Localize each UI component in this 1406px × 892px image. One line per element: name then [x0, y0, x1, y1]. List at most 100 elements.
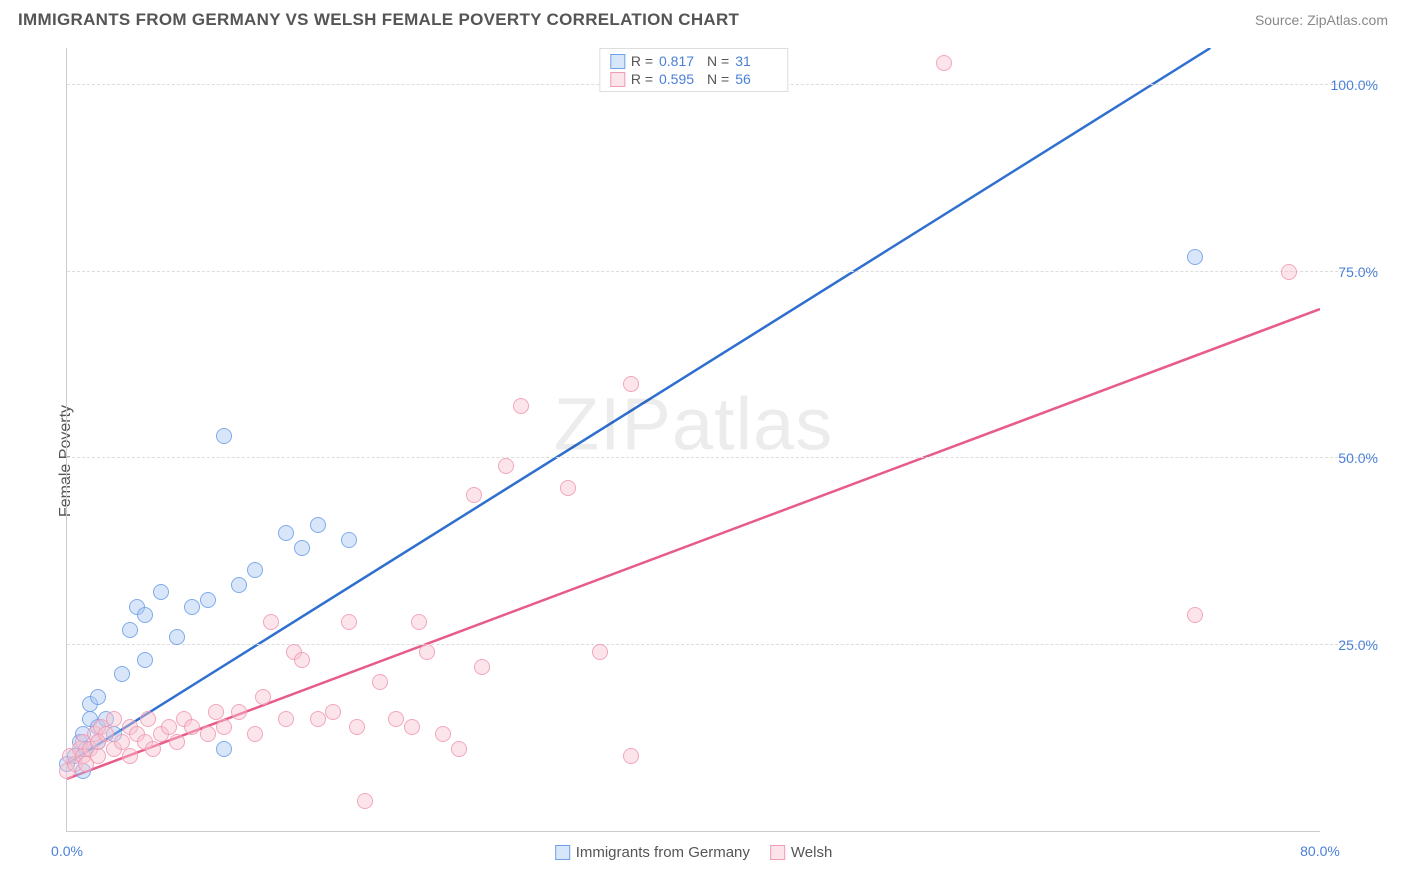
- scatter-marker: [216, 719, 232, 735]
- scatter-marker: [62, 748, 78, 764]
- scatter-marker: [122, 748, 138, 764]
- scatter-marker: [82, 741, 98, 757]
- scatter-marker: [90, 748, 106, 764]
- scatter-marker: [278, 525, 294, 541]
- correlation-legend: R =0.817N =31R =0.595N =56: [599, 48, 788, 92]
- legend-n-value: 56: [735, 71, 777, 87]
- source-attribution: Source: ZipAtlas.com: [1255, 12, 1388, 28]
- scatter-marker: [87, 726, 103, 742]
- scatter-marker: [122, 719, 138, 735]
- scatter-marker: [98, 726, 114, 742]
- scatter-marker: [341, 532, 357, 548]
- scatter-marker: [129, 599, 145, 615]
- scatter-marker: [388, 711, 404, 727]
- trend-line: [67, 48, 1210, 764]
- scatter-marker: [122, 622, 138, 638]
- gridline-h: [67, 271, 1378, 272]
- scatter-marker: [114, 666, 130, 682]
- scatter-marker: [82, 696, 98, 712]
- x-legend-item: Welsh: [770, 844, 832, 861]
- trend-lines-svg: [67, 48, 1320, 831]
- legend-swatch: [770, 845, 785, 860]
- scatter-marker: [137, 607, 153, 623]
- scatter-marker: [357, 793, 373, 809]
- scatter-marker: [286, 644, 302, 660]
- scatter-marker: [1187, 249, 1203, 265]
- scatter-marker: [161, 719, 177, 735]
- legend-swatch: [555, 845, 570, 860]
- scatter-marker: [72, 734, 88, 750]
- legend-n-label: N =: [707, 71, 729, 87]
- legend-r-label: R =: [631, 53, 653, 69]
- scatter-marker: [341, 614, 357, 630]
- scatter-marker: [623, 748, 639, 764]
- scatter-marker: [466, 487, 482, 503]
- scatter-marker: [247, 726, 263, 742]
- scatter-marker: [592, 644, 608, 660]
- scatter-marker: [372, 674, 388, 690]
- scatter-marker: [435, 726, 451, 742]
- scatter-marker: [208, 704, 224, 720]
- scatter-marker: [200, 592, 216, 608]
- scatter-marker: [153, 726, 169, 742]
- scatter-marker: [310, 517, 326, 533]
- scatter-marker: [93, 719, 109, 735]
- scatter-marker: [498, 458, 514, 474]
- scatter-marker: [129, 726, 145, 742]
- scatter-marker: [255, 689, 271, 705]
- scatter-marker: [59, 756, 75, 772]
- scatter-marker: [411, 614, 427, 630]
- scatter-marker: [90, 719, 106, 735]
- chart-container: Female Poverty ZIPatlas R =0.817N =31R =…: [18, 40, 1388, 882]
- scatter-marker: [216, 741, 232, 757]
- scatter-marker: [153, 584, 169, 600]
- chart-title: IMMIGRANTS FROM GERMANY VS WELSH FEMALE …: [18, 10, 739, 30]
- scatter-marker: [82, 711, 98, 727]
- x-tick-label: 80.0%: [1300, 843, 1340, 859]
- scatter-marker: [247, 562, 263, 578]
- scatter-marker: [263, 614, 279, 630]
- scatter-marker: [404, 719, 420, 735]
- legend-row: R =0.595N =56: [600, 70, 787, 88]
- y-tick-label: 25.0%: [1330, 637, 1378, 653]
- scatter-marker: [106, 741, 122, 757]
- scatter-marker: [75, 748, 91, 764]
- gridline-h: [67, 457, 1378, 458]
- scatter-marker: [349, 719, 365, 735]
- gridline-h: [67, 644, 1378, 645]
- x-tick-label: 0.0%: [51, 843, 83, 859]
- scatter-marker: [78, 741, 94, 757]
- scatter-plot: ZIPatlas R =0.817N =31R =0.595N =56 Immi…: [66, 48, 1320, 832]
- scatter-marker: [310, 711, 326, 727]
- scatter-marker: [137, 734, 153, 750]
- legend-r-value: 0.595: [659, 71, 701, 87]
- scatter-marker: [75, 763, 91, 779]
- series-legend: Immigrants from Germany Welsh: [555, 844, 833, 861]
- scatter-marker: [90, 689, 106, 705]
- scatter-marker: [140, 711, 156, 727]
- scatter-marker: [419, 644, 435, 660]
- scatter-marker: [200, 726, 216, 742]
- scatter-marker: [106, 726, 122, 742]
- scatter-marker: [75, 726, 91, 742]
- scatter-marker: [1187, 607, 1203, 623]
- scatter-marker: [90, 734, 106, 750]
- scatter-marker: [231, 577, 247, 593]
- x-legend-item: Immigrants from Germany: [555, 844, 750, 861]
- scatter-marker: [513, 398, 529, 414]
- scatter-marker: [278, 711, 294, 727]
- scatter-marker: [294, 652, 310, 668]
- scatter-marker: [623, 376, 639, 392]
- y-tick-label: 50.0%: [1330, 450, 1378, 466]
- scatter-marker: [145, 741, 161, 757]
- scatter-marker: [75, 734, 91, 750]
- scatter-marker: [137, 652, 153, 668]
- scatter-marker: [231, 704, 247, 720]
- legend-n-value: 31: [735, 53, 777, 69]
- legend-row: R =0.817N =31: [600, 52, 787, 70]
- scatter-marker: [936, 55, 952, 71]
- legend-n-label: N =: [707, 53, 729, 69]
- scatter-marker: [294, 540, 310, 556]
- scatter-marker: [114, 734, 130, 750]
- scatter-marker: [90, 734, 106, 750]
